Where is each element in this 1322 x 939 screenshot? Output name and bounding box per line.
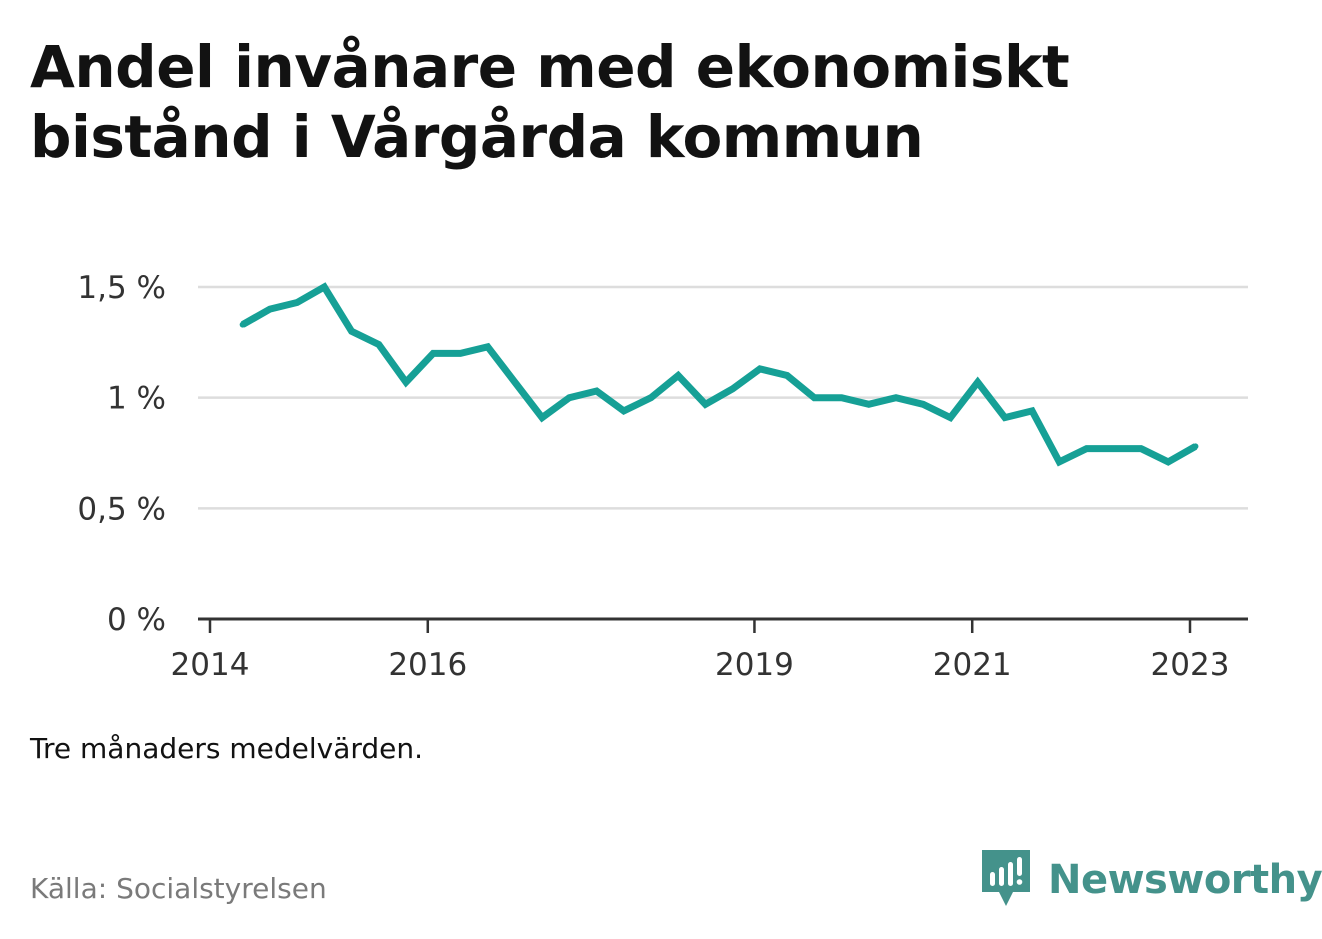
- newsworthy-logo-icon: [982, 850, 1030, 906]
- y-tick-label: 0,5 %: [77, 491, 166, 527]
- source-label: Källa: Socialstyrelsen: [30, 872, 327, 905]
- newsworthy-brand: Newsworthy: [982, 850, 1322, 910]
- data-point: [729, 385, 736, 392]
- data-point: [784, 372, 791, 379]
- x-tick-label: 2016: [388, 647, 467, 683]
- data-point: [1110, 445, 1117, 452]
- data-point: [974, 379, 981, 386]
- data-point: [430, 350, 437, 357]
- chart-note: Tre månaders medelvärden.: [30, 732, 424, 765]
- x-tick-label: 2021: [933, 647, 1012, 683]
- x-tick-label: 2023: [1151, 647, 1230, 683]
- data-point: [1029, 407, 1036, 414]
- brand-name: Newsworthy: [1048, 857, 1322, 903]
- data-point: [484, 343, 491, 350]
- data-point: [920, 401, 927, 408]
- data-point: [648, 394, 654, 401]
- data-point: [457, 350, 464, 357]
- data-point: [620, 407, 627, 414]
- data-point: [321, 284, 328, 290]
- data-point: [756, 365, 763, 372]
- data-point: [511, 379, 518, 386]
- x-axis-ticks: 2014 2016 2019 2021 2023: [171, 619, 1230, 683]
- data-point: [566, 394, 573, 401]
- data-point: [865, 401, 872, 408]
- data-point: [1138, 445, 1144, 452]
- data-point: [1165, 458, 1172, 465]
- y-tick-label: 1,5 %: [77, 270, 166, 306]
- data-point: [239, 321, 246, 328]
- x-tick-label: 2019: [715, 647, 794, 683]
- data-point: [1056, 458, 1063, 465]
- y-tick-label: 1 %: [107, 381, 166, 417]
- data-point: [375, 341, 382, 348]
- data-point: [1001, 414, 1008, 421]
- data-point: [1192, 443, 1199, 450]
- data-point: [1083, 445, 1090, 452]
- data-point: [838, 394, 845, 401]
- data-point: [702, 401, 709, 408]
- series-line: [240, 282, 1198, 467]
- series: [239, 282, 1199, 467]
- data-point: [539, 414, 546, 421]
- data-point: [294, 299, 301, 306]
- data-point: [811, 394, 818, 401]
- y-tick-label: 0 %: [107, 602, 166, 638]
- chart-title: Andel invånare med ekonomiskt bistånd i …: [30, 33, 1070, 171]
- data-point: [403, 379, 409, 386]
- data-point: [266, 306, 273, 313]
- data-point: [593, 388, 600, 395]
- data-point: [947, 414, 954, 421]
- data-point: [348, 328, 355, 335]
- data-point: [675, 372, 682, 379]
- data-point: [893, 394, 899, 401]
- x-tick-label: 2014: [171, 647, 250, 683]
- y-axis-ticks: 0 % 0,5 % 1 % 1,5 %: [77, 270, 166, 638]
